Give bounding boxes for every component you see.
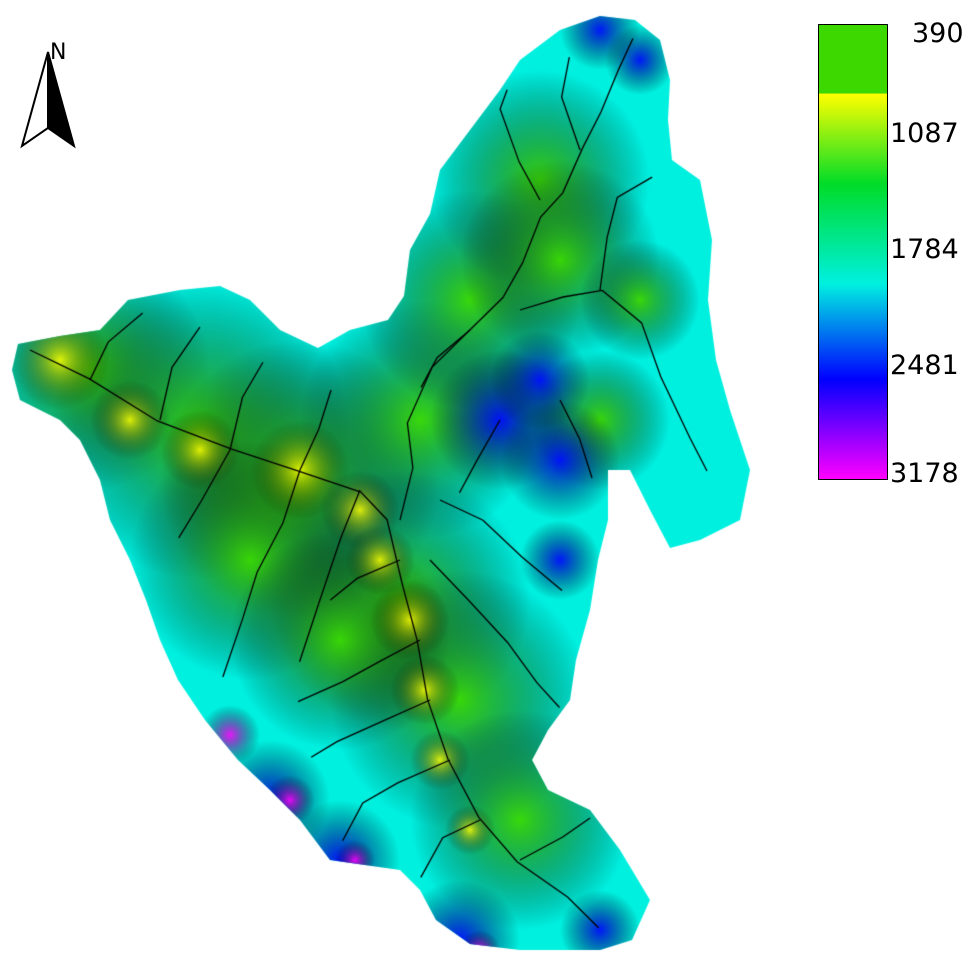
legend-label-1087: 1087 <box>890 118 959 149</box>
legend-label-2481: 2481 <box>890 350 959 381</box>
north-arrow: N <box>18 24 78 152</box>
legend-label-1784: 1784 <box>890 234 959 265</box>
north-label: N <box>50 40 67 65</box>
legend-color-bar <box>819 25 887 479</box>
north-arrow-icon <box>20 51 76 149</box>
elevation-legend <box>818 24 888 480</box>
legend-label-3178: 3178 <box>890 458 959 489</box>
legend-label-390: 390 <box>912 18 964 49</box>
